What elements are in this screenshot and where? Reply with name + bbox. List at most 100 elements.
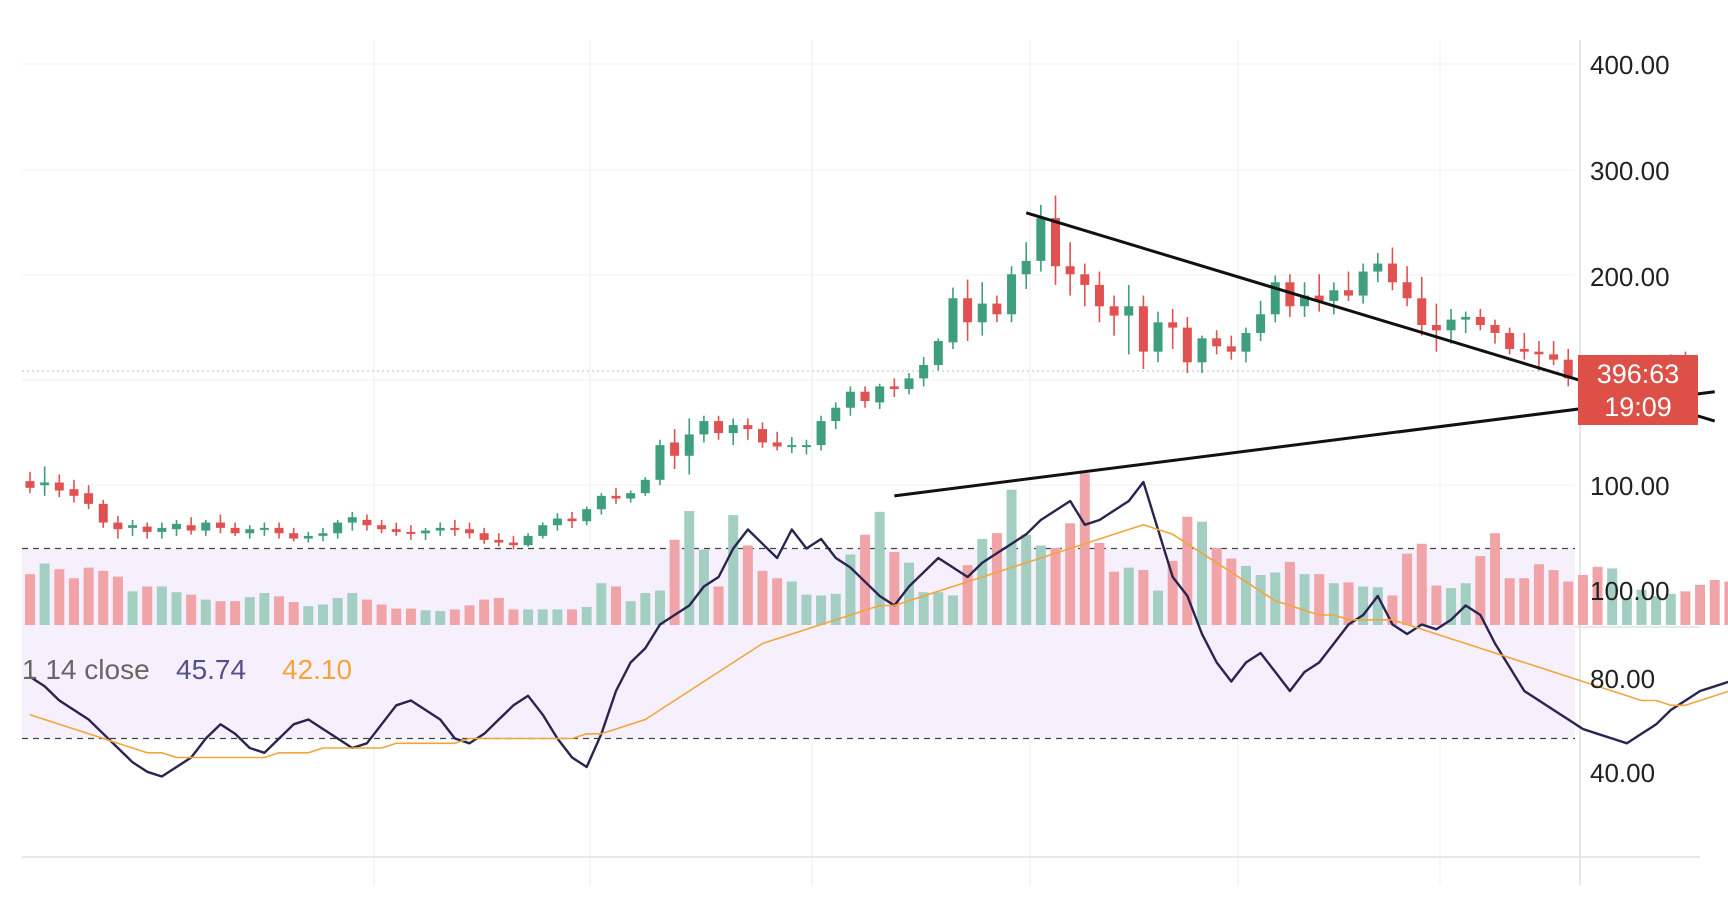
candle [1446, 308, 1456, 344]
candle-body [84, 493, 94, 504]
candle [670, 429, 680, 470]
candle [494, 533, 504, 547]
candle-body [538, 525, 548, 536]
candle-body [1256, 314, 1266, 333]
candle [1534, 340, 1544, 371]
rsi-band [22, 547, 1575, 740]
candle-body [523, 535, 533, 546]
volume-bar [1504, 578, 1515, 625]
candle [1051, 195, 1060, 285]
candle-body [98, 503, 108, 523]
candle-body [1490, 324, 1500, 333]
candle-body [684, 434, 694, 456]
candle-body [845, 391, 855, 408]
candle [421, 527, 431, 540]
volume-bar [1665, 593, 1676, 625]
candle [1124, 284, 1134, 355]
candle-body [421, 530, 431, 534]
candle-body [259, 527, 269, 530]
candle-body [992, 303, 1002, 315]
candle [1007, 266, 1017, 323]
rsi-series-ma [29, 523, 1728, 759]
candle [391, 522, 401, 536]
candle-body [435, 527, 445, 531]
volume-bar [581, 606, 592, 625]
volume-bar [1680, 591, 1691, 625]
rsi-series-rsi [29, 480, 1728, 778]
candle-body [1197, 338, 1207, 363]
volume-bar [127, 591, 138, 625]
candle [611, 487, 621, 504]
volume-bar [1167, 561, 1178, 625]
volume-bar [1328, 583, 1339, 625]
volume-bar [288, 602, 299, 625]
volume-bar [1695, 584, 1706, 625]
candle-body [933, 340, 943, 366]
candle-body [1519, 349, 1529, 352]
candle [801, 439, 811, 455]
candle [1168, 308, 1178, 349]
candle [919, 357, 929, 387]
candle-body [25, 481, 35, 488]
candle-body [904, 378, 914, 390]
volume-bar [1533, 564, 1544, 625]
volume-bar [230, 601, 241, 625]
candle-body [875, 386, 885, 403]
volume-bar [947, 595, 958, 625]
candle-body [406, 531, 416, 534]
candle-body [113, 522, 123, 530]
volume-bar [1050, 547, 1061, 625]
volume-bar [112, 576, 123, 625]
candle [1329, 282, 1339, 315]
volume-bar [654, 590, 665, 625]
candle-body [655, 445, 665, 480]
volume-bar [171, 592, 182, 625]
candle-body [318, 533, 328, 536]
candle-body [289, 533, 299, 539]
volume-bar [684, 511, 695, 625]
candle [1080, 263, 1090, 307]
volume-bar [332, 597, 343, 625]
volume-bar [786, 581, 797, 625]
volume-bar [1255, 574, 1266, 625]
candle [54, 474, 64, 498]
volume-bar [508, 609, 519, 625]
candle [1065, 242, 1075, 296]
volume-bar [1284, 561, 1295, 625]
candle-body [919, 365, 929, 379]
candle-body [714, 421, 724, 434]
candle [1373, 252, 1383, 283]
candle [289, 527, 299, 542]
volume-bar [918, 592, 929, 625]
candle [84, 485, 94, 510]
candle [552, 513, 562, 531]
candle-body [963, 298, 973, 323]
volume-bar [874, 511, 885, 625]
candle-body [1417, 298, 1427, 325]
volume-bar [361, 599, 372, 625]
candle [1270, 275, 1280, 323]
volume-bar [1490, 533, 1500, 625]
volume-bar [449, 609, 460, 625]
candle [465, 522, 474, 539]
candle-body [391, 529, 401, 532]
price-axis-label: 400.00 [1590, 50, 1670, 80]
candle [69, 479, 79, 503]
candle [1475, 308, 1485, 331]
volume-bar [303, 606, 314, 625]
rsi-band-fill [22, 548, 1575, 739]
candle [582, 506, 592, 526]
candle [538, 522, 548, 539]
volume-bar [1563, 581, 1574, 625]
volume-bar [1519, 578, 1530, 625]
candle-body [728, 425, 738, 434]
candle [201, 519, 211, 536]
candle-body [758, 429, 767, 443]
volume-bar [1006, 489, 1017, 625]
candle [186, 517, 196, 535]
volume-bar [1035, 545, 1046, 625]
price-axis: 400.00 300.00 200.00 100.00 100.00 80.00 40.00 [1590, 50, 1670, 788]
volume-bar [1358, 586, 1369, 625]
volume-bar [728, 515, 739, 625]
candle [1138, 295, 1148, 370]
